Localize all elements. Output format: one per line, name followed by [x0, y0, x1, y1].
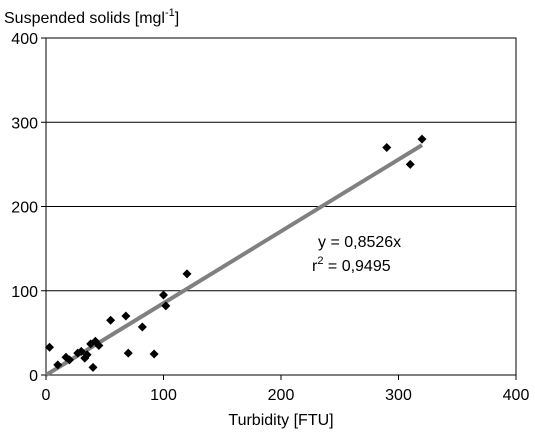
data-point: [53, 360, 63, 370]
data-point: [88, 362, 98, 372]
x-tick-label: 0: [42, 387, 51, 404]
data-point: [182, 269, 192, 279]
y-tick-label: 0: [29, 368, 38, 385]
data-point: [405, 159, 415, 169]
y-tick-label: 300: [11, 115, 38, 132]
data-point: [65, 355, 74, 365]
data-point: [76, 346, 86, 356]
r-squared-base: r: [312, 258, 318, 275]
data-point: [159, 290, 168, 300]
r-squared-value: = 0,9495: [323, 258, 390, 275]
x-tick-label: 200: [268, 387, 295, 404]
y-axis-title-superscript: -1: [165, 7, 175, 19]
x-axis-ticks: 0 100 200 300 400: [42, 375, 530, 404]
data-point: [137, 322, 147, 332]
data-point: [121, 311, 131, 321]
trendline-equation: y = 0,8526x: [318, 234, 401, 251]
data-point: [82, 350, 92, 360]
data-point: [161, 301, 171, 311]
y-axis-ticks: 0 100 200 300 400: [11, 31, 46, 385]
x-tick-label: 100: [150, 387, 177, 404]
y-tick-label: 200: [11, 200, 38, 217]
y-tick-label: 100: [11, 284, 38, 301]
data-point: [149, 349, 159, 359]
trendline: [44, 143, 424, 377]
x-tick-label: 300: [385, 387, 412, 404]
data-points: [45, 134, 427, 372]
y-tick-label: 400: [11, 31, 38, 48]
y-axis-title-text: Suspended solids [mgl: [4, 10, 165, 27]
y-axis-title: Suspended solids [mgl-1]: [4, 7, 179, 27]
data-point: [123, 348, 133, 358]
data-point: [106, 315, 116, 325]
r-squared-label: r2 = 0,9495: [312, 255, 391, 275]
gridlines: [46, 121, 516, 292]
y-axis-title-suffix: ]: [175, 10, 179, 27]
r-squared-superscript: 2: [317, 255, 323, 267]
data-point: [417, 134, 427, 144]
data-point: [45, 342, 55, 352]
x-tick-label: 400: [503, 387, 530, 404]
data-point: [382, 143, 392, 153]
x-axis-title: Turbidity [FTU]: [228, 412, 333, 429]
data-point: [94, 341, 104, 351]
